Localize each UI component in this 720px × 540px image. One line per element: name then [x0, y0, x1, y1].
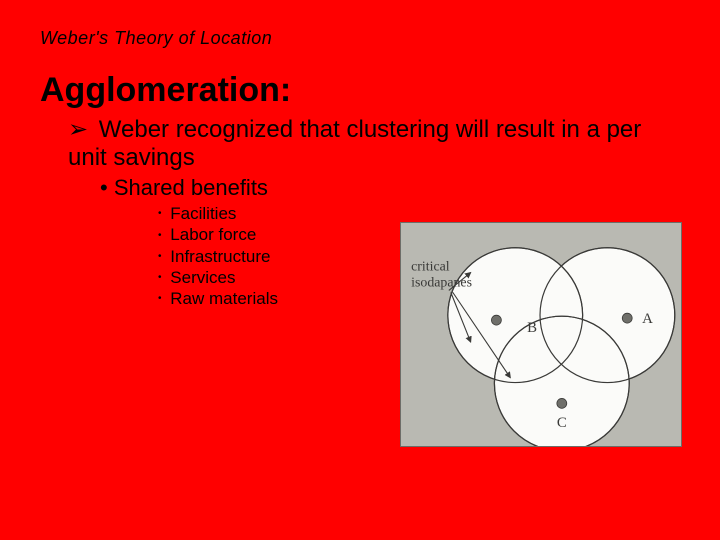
slide-subtitle: Weber's Theory of Location — [40, 28, 680, 49]
dot-c — [557, 398, 567, 408]
main-point-text: Weber recognized that clustering will re… — [68, 116, 641, 171]
annotation-critical: critical — [411, 260, 450, 275]
dot-a — [622, 313, 632, 323]
sub-point-text: Shared benefits — [114, 175, 268, 200]
slide-title: Agglomeration: — [40, 71, 680, 110]
main-point: Weber recognized that clustering will re… — [68, 116, 660, 171]
dot-b — [491, 315, 501, 325]
slide-container: Weber's Theory of Location Agglomeration… — [0, 0, 720, 540]
sub-point: Shared benefits — [100, 175, 680, 201]
label-b: B — [527, 320, 537, 336]
venn-svg: A B C critical isodapanes — [401, 223, 681, 446]
venn-diagram: A B C critical isodapanes — [400, 222, 682, 447]
annotation-isodapanes: isodapanes — [411, 275, 472, 290]
label-a: A — [642, 311, 653, 327]
label-c: C — [557, 415, 567, 431]
